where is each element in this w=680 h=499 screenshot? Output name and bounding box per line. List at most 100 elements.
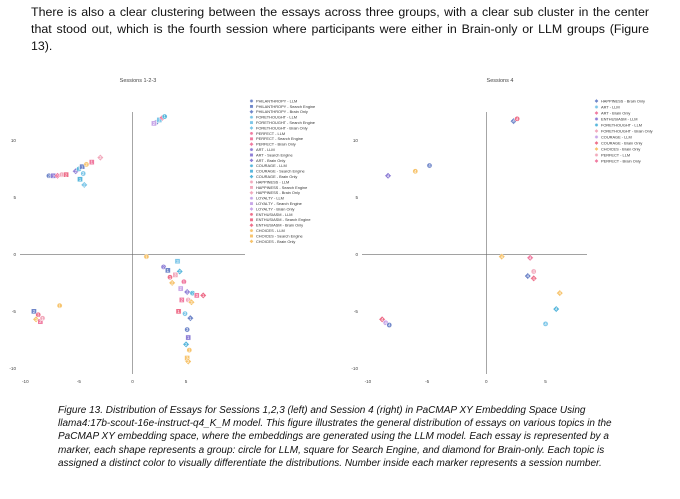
y-tick-label: -10	[9, 366, 16, 371]
data-point: 4	[524, 272, 532, 280]
legend-marker	[249, 141, 254, 147]
marker-session-label: 2	[184, 311, 187, 316]
x-tick-label: 0	[485, 379, 488, 384]
marker-session-label: 1	[41, 316, 44, 321]
legend-marker	[594, 98, 599, 104]
legend-label: COURAGE - LLM	[256, 163, 287, 168]
legend-label: HAPPINESS - Search Engine	[256, 185, 307, 190]
data-point: 1	[88, 159, 95, 165]
intro-paragraph: There is also a clear clustering between…	[31, 5, 649, 53]
legend-label: PHILANTHROPY - Brain Only	[256, 109, 308, 114]
data-point: 2	[63, 171, 69, 178]
legend-marker	[249, 131, 254, 136]
y-tick-label: 0	[13, 252, 16, 257]
x-tick-label: -5	[425, 379, 430, 384]
y-tick-label: -10	[351, 366, 358, 371]
marker-session-label: 1	[81, 164, 84, 169]
data-point: 2	[151, 120, 157, 127]
data-point: 1	[56, 302, 63, 309]
marker-session-label: 4	[516, 116, 519, 121]
marker-session-label: 2	[181, 298, 184, 303]
data-point: 2	[83, 161, 90, 168]
data-point: 4	[498, 253, 506, 261]
data-point: 2	[168, 279, 176, 287]
legend-label: HAPPINESS - Brain Only	[256, 190, 300, 195]
legend-label: HAPPINESS - LLM	[256, 179, 289, 184]
legend-marker	[249, 163, 254, 168]
marker-session-label: 1	[183, 279, 186, 284]
legend-label: PERFECT - Brain Only	[601, 158, 641, 163]
legend-marker	[249, 185, 254, 190]
figure-caption: Figure 13. Distribution of Essays for Se…	[58, 405, 612, 469]
legend-marker	[594, 135, 599, 139]
marker-session-label: 3	[186, 327, 189, 332]
marker-session-label: 2	[185, 342, 188, 347]
data-point: 3	[187, 298, 196, 306]
legend-marker	[249, 147, 254, 152]
x-tick-label: -10	[365, 379, 372, 384]
legend-label: PERFECT - Brain Only	[256, 142, 296, 147]
legend-marker	[249, 120, 254, 125]
legend-marker	[249, 115, 254, 120]
marker-session-label: 2	[180, 286, 183, 291]
data-point: 3	[35, 311, 42, 318]
legend-label: CHOICES - LLM	[256, 228, 285, 233]
scatter-sessions-1-2-3: Sessions 1-2-3-10-5051050-5-102131221312…	[9, 78, 315, 384]
legend-marker	[249, 174, 254, 180]
legend-label: CHOICES - Brain Only	[601, 146, 640, 151]
marker-session-label: 3	[99, 155, 102, 160]
legend-label: FORETHOUGHT - Brain Only	[601, 128, 653, 133]
legend-label: CHOICES - Search Engine	[256, 233, 303, 238]
legend-label: ENTHUSIASM - LLM	[256, 212, 293, 217]
data-point: 2	[31, 308, 37, 315]
legend-label: ART - Brain Only	[256, 158, 285, 163]
legend-marker	[594, 146, 599, 152]
legend-marker	[249, 190, 254, 196]
marker-session-label: 1	[167, 268, 170, 273]
data-point: 4	[530, 268, 537, 275]
data-point: 4	[556, 289, 564, 297]
data-point: 4	[552, 305, 560, 313]
legend-label: ART - LLM	[256, 147, 275, 152]
marker-session-label: 1	[61, 172, 64, 177]
marker-session-label: 2	[191, 291, 194, 296]
legend-marker	[594, 105, 599, 109]
x-tick-label: 5	[185, 379, 188, 384]
legend-label: ART - Brain Only	[601, 110, 630, 115]
marker-session-label: 1	[187, 335, 190, 340]
data-point: 3	[174, 258, 181, 265]
marker-session-label: 2	[65, 172, 68, 177]
legend-marker	[249, 136, 254, 141]
y-tick-label: -5	[12, 309, 17, 314]
legend-marker	[594, 153, 599, 157]
marker-session-label: 3	[186, 290, 189, 295]
legend-label: ART - Search Engine	[256, 152, 293, 157]
marker-session-label: 1	[177, 309, 180, 314]
legend-label: PHILANTHROPY - Search Engine	[256, 104, 315, 109]
legend-marker	[249, 99, 254, 103]
marker-session-label: 1	[91, 160, 94, 165]
data-point: 1	[165, 267, 171, 274]
marker-session-label: 4	[385, 320, 388, 325]
legend-label: COURAGE - Brain Only	[601, 140, 642, 145]
legend-label: COURAGE - Search Engine	[256, 169, 305, 174]
data-point: 3	[183, 288, 191, 296]
data-point: 4	[384, 172, 392, 180]
marker-session-label: 2	[48, 173, 51, 178]
marker-session-label: 4	[414, 169, 417, 174]
legend-marker	[249, 222, 254, 228]
marker-session-label: 3	[190, 300, 193, 305]
marker-session-label: 2	[153, 121, 156, 126]
marker-session-label: 4	[533, 276, 536, 281]
data-point: 2	[177, 285, 184, 292]
legend-marker	[249, 206, 254, 212]
data-point: 2	[160, 264, 167, 270]
marker-session-label: 4	[559, 291, 562, 296]
legend-label: PHILANTHROPY - LLM	[256, 98, 297, 103]
legend-label: PERFECT - Search Engine	[256, 136, 303, 141]
marker-session-label: 2	[39, 319, 42, 324]
data-point: 1	[143, 253, 150, 260]
marker-session-label: 1	[163, 114, 166, 119]
data-point: 2	[80, 170, 87, 177]
legend-marker	[249, 217, 254, 222]
